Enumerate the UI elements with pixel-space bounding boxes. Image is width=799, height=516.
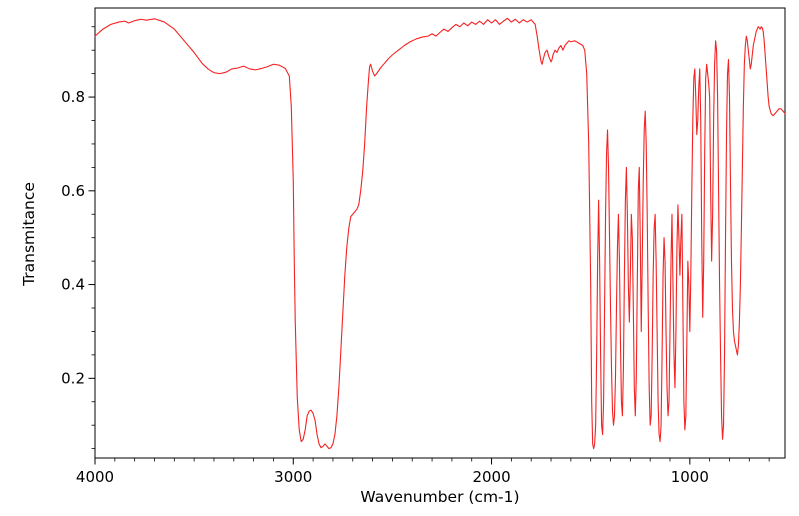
x-axis-label: Wavenumber (cm-1) — [360, 488, 520, 506]
spectrum-line — [94, 17, 786, 450]
x-tick-label: 1000 — [671, 468, 709, 486]
y-axis-label: Transmitance — [20, 182, 38, 286]
y-tick-label: 0.6 — [61, 182, 85, 200]
x-tick-label: 4000 — [76, 468, 114, 486]
y-tick-label: 0.8 — [61, 88, 85, 106]
x-tick-label: 2000 — [472, 468, 510, 486]
y-tick-label: 0.4 — [61, 276, 85, 294]
x-tick-label: 3000 — [274, 468, 312, 486]
plot-border — [94, 7, 786, 459]
y-tick-label: 0.2 — [61, 369, 85, 387]
